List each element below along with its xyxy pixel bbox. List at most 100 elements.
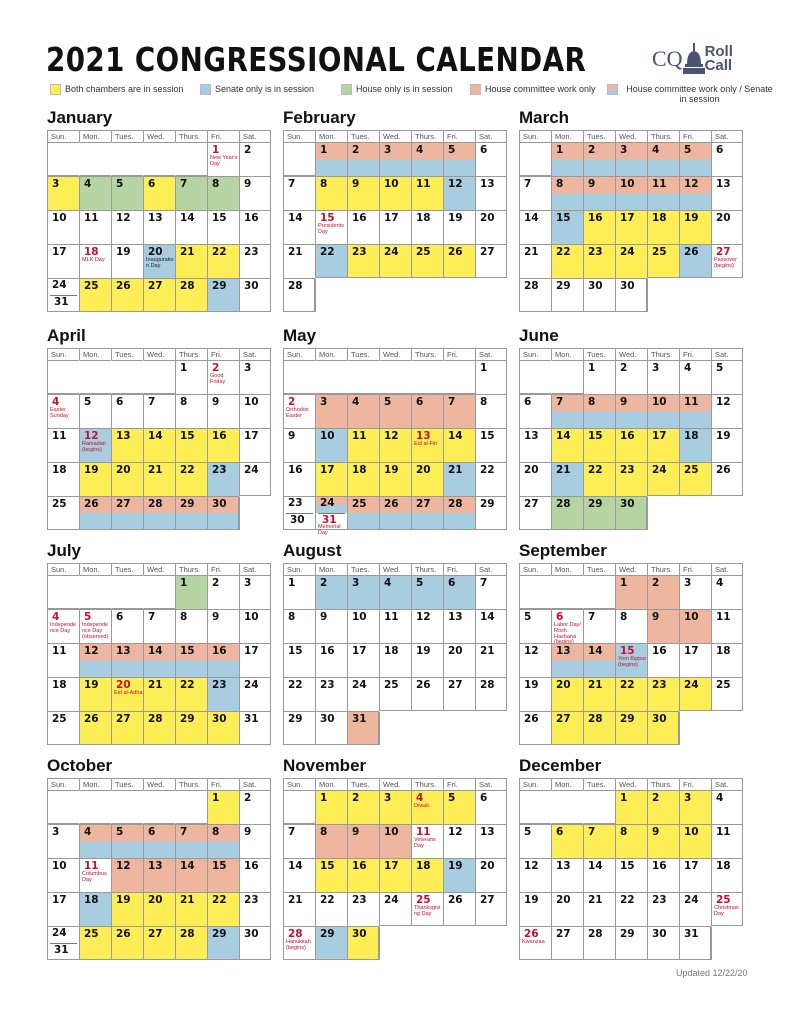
day-cell[interactable]: 12 <box>79 643 111 677</box>
day-cell[interactable] <box>551 790 583 824</box>
day-cell[interactable]: 18 <box>679 428 711 462</box>
day-cell[interactable]: 30 <box>615 278 647 312</box>
day-cell[interactable]: 5 <box>379 394 411 428</box>
day-half[interactable]: 23 <box>284 497 315 513</box>
day-cell[interactable]: 14 <box>519 210 551 244</box>
day-cell[interactable]: 16 <box>347 858 379 892</box>
day-cell[interactable] <box>475 278 507 312</box>
day-cell[interactable]: 18 <box>647 210 679 244</box>
day-cell[interactable]: 27 <box>411 496 443 530</box>
day-cell[interactable]: 24 <box>347 677 379 711</box>
day-cell[interactable]: 23 <box>239 892 271 926</box>
day-half[interactable]: 31 Memorial Day <box>318 513 345 536</box>
day-cell[interactable]: 6 <box>475 790 507 824</box>
day-cell[interactable]: 10 <box>47 858 79 892</box>
day-cell[interactable]: 29 <box>551 278 583 312</box>
day-cell[interactable]: 4 <box>711 575 743 609</box>
day-cell[interactable]: 6 <box>111 609 143 643</box>
day-cell[interactable]: 26 <box>411 677 443 711</box>
day-cell[interactable] <box>443 711 475 745</box>
day-cell[interactable] <box>679 711 711 745</box>
day-cell[interactable]: 20 Eid al-Adha <box>111 677 143 711</box>
day-cell[interactable]: 5 <box>443 790 475 824</box>
day-cell[interactable] <box>239 496 271 530</box>
day-cell[interactable] <box>443 278 475 312</box>
day-cell[interactable] <box>443 360 475 394</box>
day-cell[interactable]: 27 <box>111 711 143 745</box>
day-cell[interactable]: 24 <box>615 244 647 278</box>
day-cell[interactable]: 7 <box>475 575 507 609</box>
day-cell[interactable] <box>411 926 443 960</box>
day-cell[interactable]: 14 <box>143 643 175 677</box>
day-cell[interactable]: 7 <box>143 609 175 643</box>
day-cell[interactable] <box>111 790 143 824</box>
day-cell[interactable]: 25 <box>711 677 743 711</box>
day-cell[interactable]: 30 <box>647 926 679 960</box>
day-cell[interactable]: 15 <box>551 210 583 244</box>
day-cell[interactable]: 4 <box>679 360 711 394</box>
day-cell[interactable]: 2 <box>583 142 615 176</box>
day-cell[interactable] <box>583 575 615 609</box>
day-cell[interactable]: 1 New Year's Day <box>207 142 239 176</box>
day-cell[interactable]: 18 <box>79 892 111 926</box>
day-cell[interactable]: 1 <box>615 575 647 609</box>
day-cell[interactable]: 25 <box>79 926 111 960</box>
day-cell[interactable]: 25 <box>47 496 79 530</box>
day-cell[interactable]: 7 <box>283 176 315 210</box>
day-cell[interactable]: 18 <box>47 677 79 711</box>
day-cell[interactable]: 16 <box>647 643 679 677</box>
day-cell[interactable]: 16 <box>207 643 239 677</box>
day-cell[interactable]: 12 <box>519 643 551 677</box>
day-cell[interactable]: 1 <box>315 142 347 176</box>
day-cell[interactable]: 2 <box>315 575 347 609</box>
day-cell[interactable]: 14 <box>443 428 475 462</box>
day-cell[interactable]: 6 <box>443 575 475 609</box>
day-cell[interactable]: 7 <box>583 824 615 858</box>
day-cell[interactable]: 8 <box>315 176 347 210</box>
day-cell[interactable]: 30 <box>239 278 271 312</box>
day-cell[interactable]: 23 <box>315 677 347 711</box>
day-cell[interactable]: 6 <box>143 824 175 858</box>
day-cell[interactable]: 14 <box>175 858 207 892</box>
day-cell[interactable]: 8 <box>283 609 315 643</box>
day-cell[interactable]: 28 <box>143 496 175 530</box>
day-cell[interactable]: 1 <box>551 142 583 176</box>
day-cell[interactable] <box>47 790 79 824</box>
day-cell[interactable]: 8 <box>583 394 615 428</box>
day-cell[interactable]: 11 <box>679 394 711 428</box>
day-cell[interactable]: 20 <box>551 677 583 711</box>
day-cell[interactable] <box>283 142 315 176</box>
day-cell[interactable]: 22 <box>207 892 239 926</box>
day-cell[interactable] <box>411 711 443 745</box>
day-cell[interactable]: 12 <box>443 176 475 210</box>
day-cell[interactable]: 13 <box>443 609 475 643</box>
day-cell[interactable]: 1 <box>175 360 207 394</box>
day-cell[interactable]: 27 <box>143 278 175 312</box>
day-cell[interactable]: 20 <box>111 462 143 496</box>
day-cell[interactable]: 5 <box>443 142 475 176</box>
day-cell[interactable]: 3 <box>347 575 379 609</box>
day-cell[interactable] <box>283 790 315 824</box>
day-cell[interactable]: 1 <box>207 790 239 824</box>
day-cell[interactable]: 23 <box>207 462 239 496</box>
day-cell[interactable]: 17 <box>379 858 411 892</box>
day-cell[interactable] <box>411 278 443 312</box>
day-cell[interactable]: 13 <box>551 643 583 677</box>
day-cell[interactable]: 3 <box>47 824 79 858</box>
day-cell[interactable]: 22 <box>315 244 347 278</box>
day-cell[interactable]: 4 <box>347 394 379 428</box>
day-cell[interactable]: 1 <box>283 575 315 609</box>
day-cell[interactable]: 27 <box>111 496 143 530</box>
day-cell[interactable]: 17 <box>679 643 711 677</box>
day-cell[interactable]: 4 Independence Day <box>47 609 79 643</box>
day-cell[interactable]: 16 <box>615 428 647 462</box>
day-cell[interactable]: 6 <box>143 176 175 210</box>
day-cell[interactable]: 14 <box>475 609 507 643</box>
day-cell[interactable]: 2 Orthodox Easter <box>283 394 315 428</box>
day-cell[interactable]: 9 <box>347 176 379 210</box>
day-cell[interactable]: 30 <box>347 926 379 960</box>
day-cell[interactable]: 16 <box>239 858 271 892</box>
day-cell[interactable]: 21 <box>175 892 207 926</box>
day-cell[interactable]: 28 <box>143 711 175 745</box>
day-cell[interactable]: 30 <box>207 496 239 530</box>
